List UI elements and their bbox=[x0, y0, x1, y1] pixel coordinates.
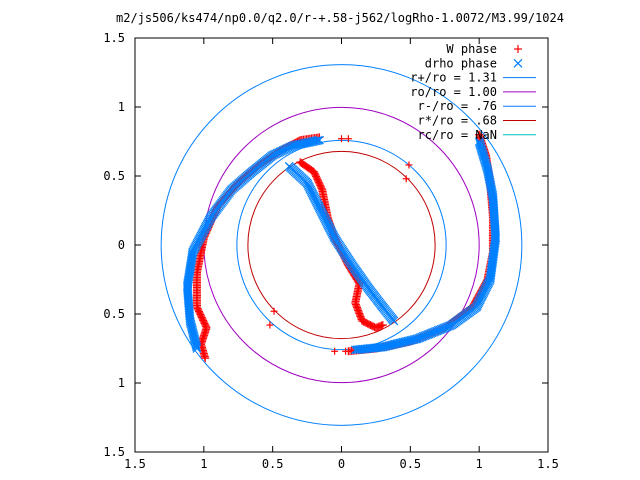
circle-roro bbox=[203, 106, 480, 384]
x-tick-label: 0 bbox=[338, 457, 345, 471]
w-phase-point bbox=[402, 175, 410, 183]
w-phase-point bbox=[331, 347, 339, 355]
drho-phase-point bbox=[192, 344, 202, 353]
y-tick-label: 0.5 bbox=[103, 307, 125, 321]
drho-phase-point bbox=[427, 328, 437, 338]
drho-phase-point bbox=[442, 322, 452, 332]
axis-ticks: 1.5 1 0.5 0 0.5 1 1.51.510.500.511.5 bbox=[103, 31, 559, 471]
legend-label: r*/ro = .68 bbox=[418, 114, 497, 128]
legend-label: rc/ro = NaN bbox=[418, 128, 497, 142]
drho-phase-point bbox=[438, 324, 448, 334]
drho-phase-point bbox=[447, 320, 457, 330]
drho-phase-point bbox=[352, 345, 362, 355]
drho-phase-point bbox=[389, 316, 399, 326]
w-phase-point bbox=[201, 354, 210, 363]
drho-phase-point bbox=[444, 321, 454, 331]
drho-phase-point bbox=[436, 324, 446, 334]
drho-phase-point bbox=[290, 140, 300, 150]
drho-phase-point bbox=[350, 345, 360, 355]
legend-label: ro/ro = 1.00 bbox=[410, 85, 497, 99]
drho-phase-point bbox=[441, 323, 451, 332]
drho-phase-point bbox=[439, 323, 449, 333]
circle-rro bbox=[247, 150, 436, 340]
drho-phase-point bbox=[191, 341, 201, 350]
chart-title: m2/js506/ks474/np0.0/q2.0/r-+.58-j562/lo… bbox=[116, 11, 564, 25]
w-phase-point bbox=[270, 307, 278, 315]
y-tick-label: 1 bbox=[118, 376, 125, 390]
drho-phase-point bbox=[420, 331, 430, 341]
w-phase-point bbox=[378, 321, 387, 330]
drho-phase-point bbox=[426, 329, 436, 338]
y-tick-label: 1.5 bbox=[103, 445, 125, 459]
w-phase-point bbox=[342, 347, 350, 355]
y-tick-label: 0 bbox=[118, 238, 125, 252]
y-tick-label: 1 bbox=[118, 100, 125, 114]
x-tick-label: 1.5 bbox=[124, 457, 146, 471]
legend-label: r-/ro = .76 bbox=[418, 99, 497, 113]
legend-label: drho phase bbox=[425, 56, 497, 70]
x-tick-label: 0.5 bbox=[262, 457, 284, 471]
drho-phase-point bbox=[192, 342, 201, 352]
legend-label: r+/ro = 1.31 bbox=[410, 71, 497, 85]
drho-phase-point bbox=[423, 330, 433, 340]
drho-phase-point bbox=[432, 326, 442, 336]
drho-phase-point bbox=[417, 332, 427, 342]
legend-swatch bbox=[514, 45, 522, 53]
legend-swatch bbox=[513, 58, 523, 68]
drho-phase-point bbox=[429, 327, 439, 337]
w-phase-point bbox=[338, 135, 345, 143]
w-phase-point bbox=[266, 321, 274, 329]
x-tick-label: 1 bbox=[200, 457, 207, 471]
x-tick-label: 0.5 bbox=[399, 457, 421, 471]
y-tick-label: 0.5 bbox=[103, 169, 125, 183]
drho-phase-point bbox=[435, 325, 445, 335]
x-tick-label: 1 bbox=[476, 457, 483, 471]
drho-phase-point bbox=[354, 345, 363, 354]
phase-points bbox=[182, 130, 501, 363]
x-tick-label: 1.5 bbox=[537, 457, 559, 471]
drho-phase-point bbox=[424, 329, 434, 339]
drho-phase-point bbox=[430, 327, 440, 337]
circle-rro bbox=[160, 64, 523, 426]
drho-phase-point bbox=[421, 330, 431, 340]
legend-label: W phase bbox=[446, 42, 497, 56]
w-phase-point bbox=[344, 135, 352, 143]
radius-circles bbox=[160, 64, 523, 426]
drho-phase-point bbox=[418, 332, 428, 341]
y-tick-label: 1.5 bbox=[103, 31, 125, 45]
drho-phase-point bbox=[433, 326, 443, 335]
w-phase-point bbox=[405, 161, 413, 169]
drho-phase-point bbox=[445, 321, 455, 331]
